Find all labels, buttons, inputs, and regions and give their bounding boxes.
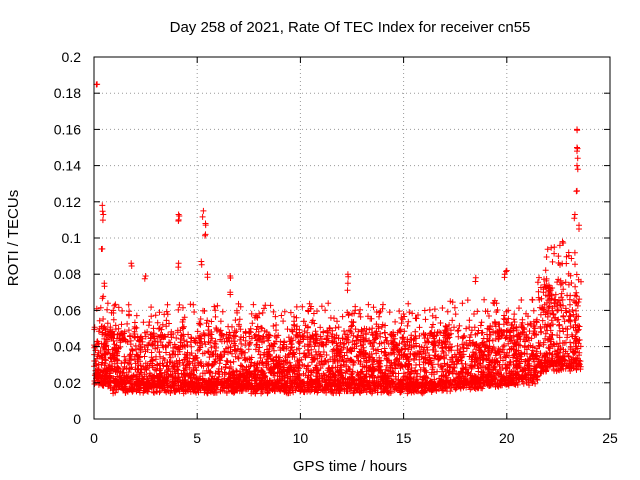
x-tick-label: 0 <box>90 430 98 446</box>
y-tick-label: 0.12 <box>54 194 81 210</box>
y-tick-label: 0.04 <box>54 339 81 355</box>
y-tick-label: 0.08 <box>54 266 81 282</box>
chart-title: Day 258 of 2021, Rate Of TEC Index for r… <box>170 19 531 36</box>
y-axis-title: ROTI / TECUs <box>5 190 22 286</box>
x-tick-label: 5 <box>193 430 201 446</box>
data-points <box>91 81 584 397</box>
y-tick-label: 0.02 <box>54 375 81 391</box>
axis-ticks <box>93 56 611 420</box>
x-axis-title: GPS time / hours <box>293 458 407 475</box>
y-tick-label: 0.2 <box>62 49 82 65</box>
grid-lines <box>94 57 610 419</box>
y-tick-label: 0.18 <box>54 85 81 101</box>
y-tick-label: 0.1 <box>62 230 82 246</box>
y-tick-label: 0.06 <box>54 302 81 318</box>
y-tick-labels: 0 0.02 0.04 0.06 0.08 0.1 0.12 0.14 0.16 0.18 0.2 <box>54 49 81 427</box>
y-tick-label: 0.14 <box>54 158 81 174</box>
x-tick-label: 10 <box>293 430 309 446</box>
y-tick-label: 0 <box>73 411 81 427</box>
x-tick-labels: 0 5 10 15 20 25 <box>90 430 618 446</box>
y-tick-label: 0.16 <box>54 121 81 137</box>
x-tick-label: 20 <box>499 430 515 446</box>
data-point-markers <box>91 81 584 397</box>
x-tick-label: 25 <box>602 430 618 446</box>
x-tick-label: 15 <box>396 430 412 446</box>
